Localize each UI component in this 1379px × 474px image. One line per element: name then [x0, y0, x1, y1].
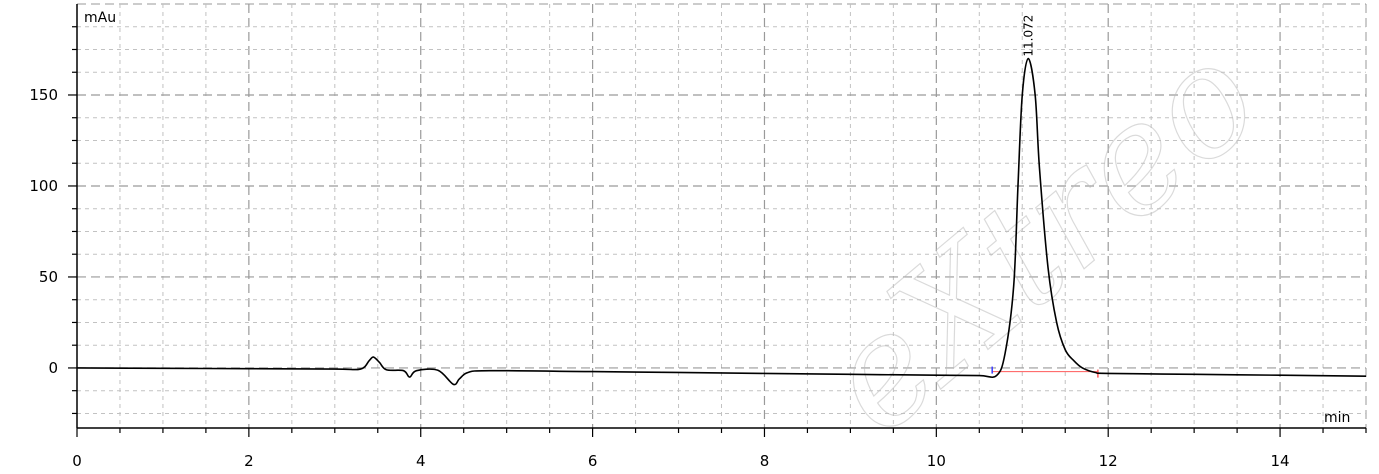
watermark-text: eXtreo	[791, 9, 1291, 468]
x-tick-label: 8	[760, 452, 770, 470]
peak-annotations: 11.072	[1021, 15, 1035, 57]
y-tick-label: 50	[39, 268, 58, 286]
tick-labels: 0 2 4 6 8 10 12 14 0 50 100 150	[29, 86, 1289, 470]
watermark: eXtreo	[791, 8, 1292, 468]
y-tick-label: 150	[29, 86, 58, 104]
signal-line	[76, 57, 1367, 386]
x-tick-label: 12	[1099, 452, 1118, 470]
x-tick-label: 4	[416, 452, 426, 470]
grid	[77, 3, 1367, 428]
y-tick-label: 0	[48, 359, 58, 377]
x-tick-label: 0	[72, 452, 82, 470]
x-tick-label: 2	[244, 452, 254, 470]
peak-label: 11.072	[1021, 15, 1035, 57]
y-unit-label: mAu	[84, 10, 116, 26]
x-unit-label: min	[1324, 410, 1350, 426]
y-tick-label: 100	[29, 177, 58, 195]
x-tick-label: 14	[1271, 452, 1290, 470]
ticks	[68, 26, 1367, 437]
x-tick-label: 6	[588, 452, 598, 470]
x-tick-label: 10	[927, 452, 946, 470]
